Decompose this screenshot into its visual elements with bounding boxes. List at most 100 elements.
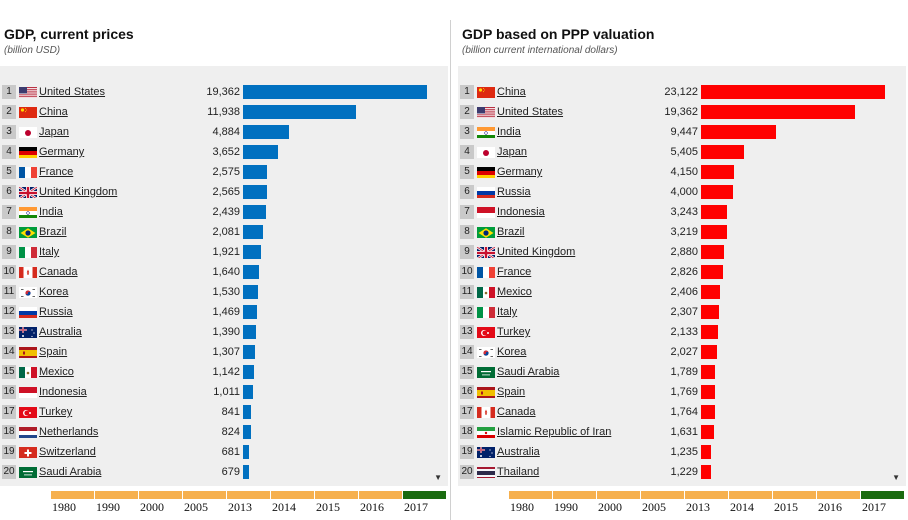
table-row[interactable]: 17 Canada 1,764 — [458, 402, 906, 422]
year-label[interactable]: 2005 — [642, 500, 666, 514]
bar[interactable] — [701, 225, 727, 239]
year-label[interactable]: 2017 — [862, 500, 886, 514]
country-link[interactable]: Brazil — [39, 226, 67, 238]
timeline-segment-2013[interactable] — [227, 491, 270, 499]
bar[interactable] — [701, 465, 711, 479]
bar[interactable] — [243, 385, 253, 399]
year-label[interactable]: 2000 — [598, 500, 622, 514]
year-label[interactable]: 2005 — [184, 500, 208, 514]
timeline-segment-2005[interactable] — [183, 491, 226, 499]
bar[interactable] — [701, 85, 885, 99]
timeline-segment-2000[interactable] — [597, 491, 640, 499]
country-link[interactable]: China — [497, 86, 526, 98]
timeline-segment-2016[interactable] — [817, 491, 860, 499]
bar[interactable] — [701, 105, 856, 119]
bar[interactable] — [701, 205, 727, 219]
bar[interactable] — [701, 305, 720, 319]
country-link[interactable]: Indonesia — [39, 386, 87, 398]
table-row[interactable]: 8 Brazil 2,081 — [0, 222, 448, 242]
year-label[interactable]: 2015 — [774, 500, 798, 514]
bar[interactable] — [243, 85, 427, 99]
table-row[interactable]: 5 France 2,575 — [0, 162, 448, 182]
country-link[interactable]: France — [39, 166, 74, 178]
country-link[interactable]: Germany — [39, 146, 85, 158]
table-row[interactable]: 12 Italy 2,307 — [458, 302, 906, 322]
bar[interactable] — [243, 265, 259, 279]
country-link[interactable]: United Kingdom — [39, 186, 118, 198]
table-row[interactable]: 2 China 11,938 — [0, 102, 448, 122]
country-link[interactable]: United States — [497, 106, 564, 118]
country-link[interactable]: India — [497, 126, 521, 138]
bar[interactable] — [243, 365, 254, 379]
year-label[interactable]: 2016 — [818, 500, 842, 514]
table-row[interactable]: 11 Korea 1,530 — [0, 282, 448, 302]
table-row[interactable]: 18 Islamic Republic of Iran 1,631 — [458, 422, 906, 442]
bar[interactable] — [701, 125, 777, 139]
year-label[interactable]: 1980 — [52, 500, 76, 514]
year-timeline[interactable] — [509, 491, 905, 499]
bar[interactable] — [243, 445, 250, 459]
country-link[interactable]: Brazil — [497, 226, 525, 238]
table-row[interactable]: 9 United Kingdom 2,880 — [458, 242, 906, 262]
table-row[interactable]: 3 Japan 4,884 — [0, 122, 448, 142]
bar[interactable] — [243, 285, 258, 299]
bar[interactable] — [701, 165, 735, 179]
timeline-segment-2014[interactable] — [729, 491, 772, 499]
bar[interactable] — [701, 385, 716, 399]
timeline-segment-1990[interactable] — [553, 491, 596, 499]
country-link[interactable]: France — [497, 266, 532, 278]
bar[interactable] — [243, 185, 268, 199]
country-link[interactable]: Russia — [497, 186, 531, 198]
timeline-segment-2005[interactable] — [641, 491, 684, 499]
table-row[interactable]: 12 Russia 1,469 — [0, 302, 448, 322]
bar[interactable] — [243, 425, 251, 439]
country-link[interactable]: China — [39, 106, 68, 118]
country-link[interactable]: Netherlands — [39, 426, 99, 438]
country-link[interactable]: Korea — [497, 346, 527, 358]
scroll-down-icon[interactable]: ▼ — [892, 473, 900, 482]
year-label[interactable]: 2015 — [316, 500, 340, 514]
bar[interactable] — [701, 245, 724, 259]
country-link[interactable]: Thailand — [497, 466, 540, 478]
country-link[interactable]: Italy — [39, 246, 60, 258]
year-label[interactable]: 2013 — [686, 500, 710, 514]
bar[interactable] — [243, 105, 357, 119]
bar[interactable] — [701, 265, 724, 279]
bar[interactable] — [701, 445, 711, 459]
table-row[interactable]: 5 Germany 4,150 — [458, 162, 906, 182]
country-link[interactable]: Indonesia — [497, 206, 545, 218]
table-row[interactable]: 14 Spain 1,307 — [0, 342, 448, 362]
ranking-list[interactable]: 1 China 23,122 2 United States 19,362 3 India 9,… — [458, 66, 906, 486]
table-row[interactable]: 14 Korea 2,027 — [458, 342, 906, 362]
table-row[interactable]: 19 Switzerland 681 — [0, 442, 448, 462]
table-row[interactable]: 13 Turkey 2,133 — [458, 322, 906, 342]
bar[interactable] — [701, 285, 721, 299]
bar[interactable] — [243, 305, 257, 319]
scroll-down-icon[interactable]: ▼ — [434, 473, 442, 482]
bar[interactable] — [243, 345, 256, 359]
country-link[interactable]: Canada — [497, 406, 536, 418]
timeline-segment-2013[interactable] — [685, 491, 728, 499]
bar[interactable] — [701, 145, 744, 159]
table-row[interactable]: 11 Mexico 2,406 — [458, 282, 906, 302]
timeline-segment-2014[interactable] — [271, 491, 314, 499]
bar[interactable] — [701, 185, 733, 199]
country-link[interactable]: Spain — [497, 386, 526, 398]
table-row[interactable]: 10 France 2,826 — [458, 262, 906, 282]
country-link[interactable]: Saudi Arabia — [497, 366, 560, 378]
country-link[interactable]: Islamic Republic of Iran — [497, 426, 612, 438]
timeline-segment-1980[interactable] — [51, 491, 94, 499]
year-label[interactable]: 1990 — [554, 500, 578, 514]
table-row[interactable]: 6 United Kingdom 2,565 — [0, 182, 448, 202]
timeline-segment-1990[interactable] — [95, 491, 138, 499]
country-link[interactable]: Italy — [497, 306, 518, 318]
year-timeline[interactable] — [51, 491, 447, 499]
table-row[interactable]: 20 Saudi Arabia 679 — [0, 462, 448, 482]
country-link[interactable]: Saudi Arabia — [39, 466, 102, 478]
timeline-segment-2017[interactable] — [861, 491, 904, 499]
country-link[interactable]: Switzerland — [39, 446, 96, 458]
country-link[interactable]: Turkey — [39, 406, 73, 418]
table-row[interactable]: 18 Netherlands 824 — [0, 422, 448, 442]
table-row[interactable]: 15 Mexico 1,142 — [0, 362, 448, 382]
bar[interactable] — [243, 225, 263, 239]
